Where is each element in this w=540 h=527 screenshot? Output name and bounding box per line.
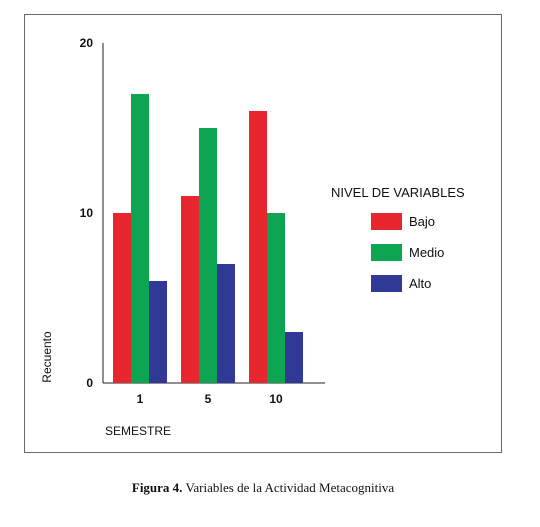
y-tick-label: 10 <box>80 206 94 220</box>
chart-frame: 0 10 20 1 5 10 SEMESTRE Recuento NIVEL DE VARIAB… <box>24 14 502 453</box>
legend-swatch-bajo <box>371 213 402 230</box>
x-axis-title: SEMESTRE <box>105 424 171 438</box>
bar-alto-5 <box>217 264 235 383</box>
caption-label: Figura 4. <box>131 480 183 495</box>
y-tick-label: 20 <box>80 36 94 50</box>
x-tick-label: 5 <box>205 392 212 406</box>
bar-alto-10 <box>285 332 303 383</box>
x-tick-label: 1 <box>137 392 144 406</box>
figure-caption: Figura 4. Variables de la Actividad Meta… <box>0 480 526 496</box>
legend-swatch-alto <box>371 275 402 292</box>
legend-label-medio: Medio <box>409 245 444 260</box>
bar-medio-1 <box>131 94 149 383</box>
legend-label-bajo: Bajo <box>409 214 435 229</box>
bar-alto-1 <box>149 281 167 383</box>
bar-bajo-1 <box>113 213 131 383</box>
bar-medio-10 <box>267 213 285 383</box>
bar-medio-5 <box>199 128 217 383</box>
legend-label-alto: Alto <box>409 276 431 291</box>
x-tick-label: 10 <box>269 392 283 406</box>
caption-text: Variables de la Actividad Metacognitiva <box>185 480 395 495</box>
bar-bajo-10 <box>249 111 267 383</box>
legend-swatch-medio <box>371 244 402 261</box>
legend-title: NIVEL DE VARIABLES <box>331 185 465 200</box>
bar-bajo-5 <box>181 196 199 383</box>
y-axis-title: Recuento <box>40 331 54 383</box>
y-tick-label: 0 <box>86 376 93 390</box>
